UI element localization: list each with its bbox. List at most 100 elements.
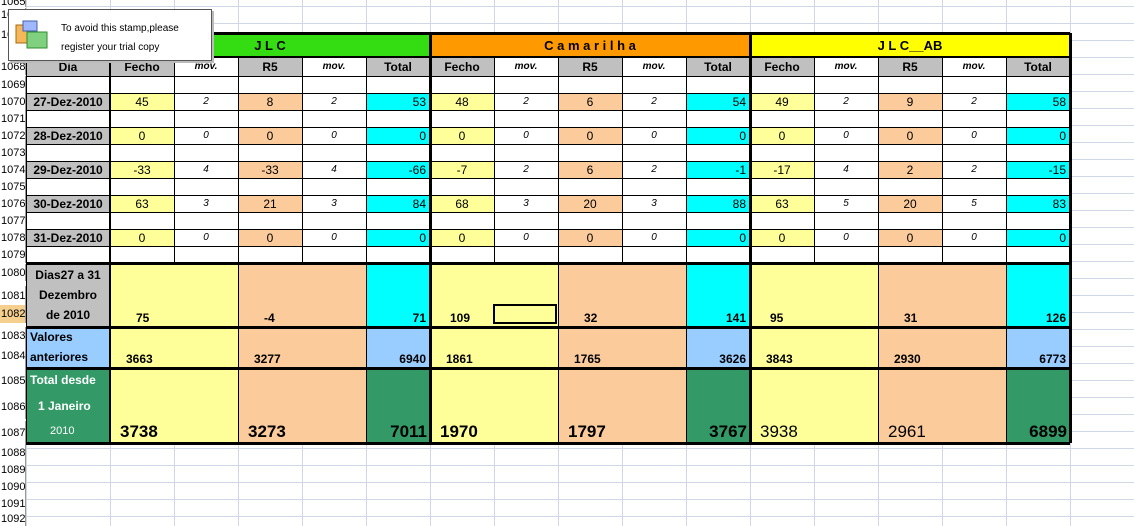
value-cell[interactable]: 0 bbox=[750, 127, 814, 144]
col-header-total[interactable]: Total bbox=[1006, 57, 1070, 76]
period-total-cell[interactable]: -4 bbox=[238, 263, 366, 327]
blank-cell[interactable] bbox=[238, 76, 302, 93]
blank-cell[interactable] bbox=[558, 246, 622, 263]
blank-cell[interactable] bbox=[558, 144, 622, 161]
trial-stamp[interactable]: To avoid this stamp,please register your… bbox=[8, 9, 212, 61]
date-cell[interactable]: 30-Dez-2010 bbox=[26, 195, 110, 212]
blank-cell[interactable] bbox=[366, 212, 430, 229]
row-header[interactable]: 1082 bbox=[0, 305, 26, 323]
grand-total-cell[interactable]: 7011 bbox=[366, 368, 430, 443]
blank-cell[interactable] bbox=[1006, 144, 1070, 161]
row-header[interactable]: 1077 bbox=[0, 212, 26, 229]
blank-cell[interactable] bbox=[558, 110, 622, 127]
blank-cell[interactable] bbox=[814, 212, 878, 229]
blank-cell[interactable] bbox=[110, 246, 174, 263]
value-cell[interactable]: 6 bbox=[558, 93, 622, 110]
blank-cell[interactable] bbox=[302, 212, 366, 229]
row-header[interactable]: 1087 bbox=[0, 421, 26, 445]
blank-cell[interactable] bbox=[366, 178, 430, 195]
grand-total-cell[interactable]: 3767 bbox=[686, 368, 750, 443]
blank-cell[interactable] bbox=[174, 110, 238, 127]
blank-cell[interactable] bbox=[494, 246, 558, 263]
blank-cell[interactable] bbox=[750, 178, 814, 195]
prev-total-cell[interactable]: 3626 bbox=[686, 327, 750, 368]
period-total-cell[interactable]: 95 bbox=[750, 263, 878, 327]
value-cell[interactable]: 0 bbox=[430, 229, 494, 246]
value-cell[interactable]: 63 bbox=[750, 195, 814, 212]
blank-cell[interactable] bbox=[942, 246, 1006, 263]
blank-cell[interactable] bbox=[622, 246, 686, 263]
selected-cell[interactable] bbox=[493, 304, 557, 324]
col-header-mov[interactable]: mov. bbox=[302, 57, 366, 76]
value-cell[interactable]: 0 bbox=[110, 229, 174, 246]
value-cell[interactable]: 0 bbox=[366, 229, 430, 246]
blank-cell[interactable] bbox=[430, 246, 494, 263]
value-cell[interactable]: 3 bbox=[622, 195, 686, 212]
period-total-cell[interactable]: 71 bbox=[366, 263, 430, 327]
value-cell[interactable]: 2 bbox=[622, 161, 686, 178]
row-header[interactable]: 1069 bbox=[0, 76, 26, 93]
value-cell[interactable]: 0 bbox=[1006, 229, 1070, 246]
blank-cell[interactable] bbox=[430, 110, 494, 127]
value-cell[interactable]: 0 bbox=[686, 229, 750, 246]
value-cell[interactable]: 0 bbox=[494, 127, 558, 144]
col-header-mov[interactable]: mov. bbox=[174, 57, 238, 76]
period-total-cell[interactable]: 126 bbox=[1006, 263, 1070, 327]
period-total-cell[interactable]: 75 bbox=[110, 263, 238, 327]
date-cell[interactable]: 28-Dez-2010 bbox=[26, 127, 110, 144]
blank-cell[interactable] bbox=[622, 178, 686, 195]
group-header-camarilha[interactable]: C a m a r i l h a bbox=[430, 33, 750, 57]
blank-cell[interactable] bbox=[110, 178, 174, 195]
blank-cell[interactable] bbox=[622, 76, 686, 93]
blank-cell[interactable] bbox=[878, 246, 942, 263]
value-cell[interactable]: 0 bbox=[622, 127, 686, 144]
grand-total-cell[interactable]: 1797 bbox=[558, 368, 686, 443]
blank-cell[interactable] bbox=[110, 212, 174, 229]
blank-cell[interactable] bbox=[878, 144, 942, 161]
value-cell[interactable]: 2 bbox=[494, 93, 558, 110]
blank-cell[interactable] bbox=[750, 144, 814, 161]
col-header-fecho[interactable]: Fecho bbox=[430, 57, 494, 76]
value-cell[interactable]: 0 bbox=[750, 229, 814, 246]
value-cell[interactable]: 2 bbox=[878, 161, 942, 178]
period-total-cell[interactable]: 141 bbox=[686, 263, 750, 327]
row-header[interactable]: 1085 bbox=[0, 367, 26, 395]
prev-total-cell[interactable]: 2930 bbox=[878, 327, 1006, 368]
row-header[interactable]: 1091 bbox=[0, 495, 26, 512]
blank-cell[interactable] bbox=[366, 76, 430, 93]
value-cell[interactable]: 2 bbox=[622, 93, 686, 110]
prev-total-cell[interactable]: 6773 bbox=[1006, 327, 1070, 368]
prev-total-cell[interactable]: 1765 bbox=[558, 327, 686, 368]
value-cell[interactable]: 2 bbox=[942, 161, 1006, 178]
grand-total-cell[interactable]: 6899 bbox=[1006, 368, 1070, 443]
value-cell[interactable]: 0 bbox=[814, 229, 878, 246]
value-cell[interactable]: 58 bbox=[1006, 93, 1070, 110]
value-cell[interactable]: 0 bbox=[558, 127, 622, 144]
blank-cell[interactable] bbox=[1006, 76, 1070, 93]
value-cell[interactable]: 83 bbox=[1006, 195, 1070, 212]
value-cell[interactable]: 63 bbox=[110, 195, 174, 212]
value-cell[interactable]: 0 bbox=[814, 127, 878, 144]
value-cell[interactable]: 0 bbox=[558, 229, 622, 246]
value-cell[interactable]: 0 bbox=[878, 229, 942, 246]
blank-cell[interactable] bbox=[814, 178, 878, 195]
blank-cell[interactable] bbox=[174, 178, 238, 195]
value-cell[interactable]: -7 bbox=[430, 161, 494, 178]
row-header[interactable]: 1071 bbox=[0, 110, 26, 127]
col-header-mov[interactable]: mov. bbox=[942, 57, 1006, 76]
blank-cell[interactable] bbox=[302, 144, 366, 161]
value-cell[interactable]: 21 bbox=[238, 195, 302, 212]
value-cell[interactable]: 4 bbox=[814, 161, 878, 178]
value-cell[interactable]: 3 bbox=[302, 195, 366, 212]
blank-cell[interactable] bbox=[750, 212, 814, 229]
blank-cell[interactable] bbox=[26, 110, 110, 127]
col-header-mov[interactable]: mov. bbox=[622, 57, 686, 76]
blank-cell[interactable] bbox=[878, 76, 942, 93]
blank-cell[interactable] bbox=[878, 212, 942, 229]
value-cell[interactable]: 4 bbox=[302, 161, 366, 178]
blank-cell[interactable] bbox=[942, 212, 1006, 229]
prev-total-cell[interactable]: 1861 bbox=[430, 327, 558, 368]
blank-cell[interactable] bbox=[174, 212, 238, 229]
col-header-dia[interactable]: Dia bbox=[26, 57, 110, 76]
value-cell[interactable]: 20 bbox=[878, 195, 942, 212]
